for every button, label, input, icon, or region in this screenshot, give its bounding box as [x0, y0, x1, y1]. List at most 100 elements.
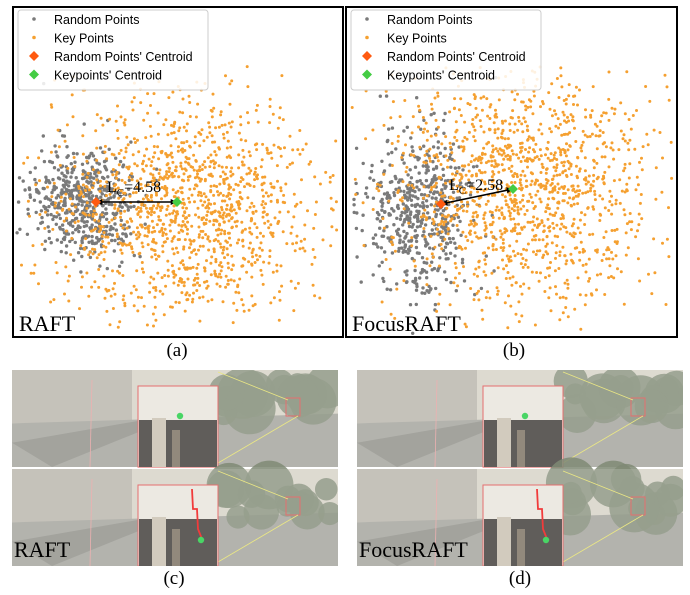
key-point: [489, 230, 493, 234]
key-point: [595, 161, 599, 165]
key-point: [559, 148, 563, 152]
random-point: [444, 277, 449, 282]
key-point: [334, 200, 338, 204]
key-point: [222, 136, 226, 140]
key-point: [209, 273, 213, 277]
key-point: [486, 114, 490, 118]
key-point: [607, 276, 611, 280]
key-point: [139, 182, 143, 186]
key-point: [211, 92, 215, 96]
key-point: [163, 194, 167, 198]
key-point: [209, 153, 213, 157]
key-point: [230, 166, 234, 170]
random-point: [387, 193, 391, 198]
key-point: [537, 279, 541, 283]
key-point: [613, 228, 617, 232]
key-point: [169, 144, 173, 148]
key-point: [468, 103, 472, 107]
key-point: [600, 259, 604, 262]
key-point: [615, 227, 619, 231]
key-point: [214, 153, 218, 157]
key-point: [575, 174, 579, 178]
random-point: [60, 188, 64, 192]
key-point: [190, 300, 194, 304]
key-point: [249, 169, 253, 173]
key-point: [531, 201, 535, 205]
key-point: [201, 236, 205, 240]
key-point: [180, 141, 184, 145]
key-point: [248, 205, 252, 209]
key-point: [479, 158, 483, 161]
key-point: [488, 117, 492, 120]
key-point: [620, 189, 624, 193]
random-point: [429, 113, 433, 117]
key-point: [288, 134, 292, 138]
key-point: [85, 206, 89, 210]
key-point: [255, 148, 259, 152]
key-point: [574, 164, 578, 168]
random-point: [408, 217, 412, 221]
random-point: [410, 145, 414, 149]
key-point: [184, 293, 188, 297]
key-point: [186, 227, 189, 231]
key-point: [583, 223, 587, 226]
key-point: [265, 146, 269, 150]
key-point: [137, 235, 141, 239]
random-point: [58, 216, 62, 221]
key-point: [539, 105, 542, 109]
key-point: [123, 181, 127, 185]
key-point: [515, 201, 518, 205]
key-point: [439, 191, 443, 195]
random-point: [64, 232, 69, 236]
key-point: [517, 119, 521, 123]
random-point: [54, 222, 58, 226]
key-point: [446, 165, 449, 169]
key-point: [606, 246, 610, 250]
key-point: [645, 132, 649, 136]
random-point: [46, 179, 51, 183]
key-point: [493, 128, 497, 132]
zoom-pole-shadow: [172, 430, 180, 467]
random-point: [398, 240, 402, 245]
key-point: [329, 244, 333, 248]
random-point: [459, 233, 463, 237]
key-point: [570, 184, 574, 188]
key-point: [578, 258, 582, 262]
zoom-pole-shadow: [517, 529, 525, 566]
random-point: [112, 249, 117, 253]
key-point: [453, 97, 457, 101]
random-point: [91, 154, 96, 158]
key-point: [67, 274, 71, 278]
key-point: [264, 202, 268, 206]
random-point: [402, 161, 406, 165]
random-point: [434, 214, 438, 219]
key-point: [149, 164, 153, 168]
random-point: [471, 165, 476, 169]
key-point: [568, 232, 572, 236]
random-point: [421, 286, 425, 290]
key-point: [110, 218, 114, 222]
key-point: [495, 115, 499, 119]
key-point: [490, 159, 494, 163]
key-point: [510, 207, 514, 211]
key-point: [508, 211, 512, 215]
key-point: [519, 262, 523, 266]
key-point: [182, 125, 186, 129]
random-point: [126, 205, 130, 209]
random-point: [372, 178, 376, 182]
key-point: [290, 225, 294, 229]
random-point: [403, 245, 407, 249]
key-point: [152, 237, 155, 241]
key-point: [535, 249, 539, 253]
key-point: [157, 178, 161, 182]
random-point: [431, 167, 436, 171]
key-point: [661, 241, 664, 245]
key-point: [548, 127, 552, 131]
key-point: [454, 266, 458, 270]
key-point: [97, 285, 101, 289]
key-point: [619, 101, 623, 105]
key-point: [188, 187, 192, 191]
random-point: [421, 164, 425, 168]
key-point: [491, 155, 495, 159]
key-point: [523, 120, 527, 124]
